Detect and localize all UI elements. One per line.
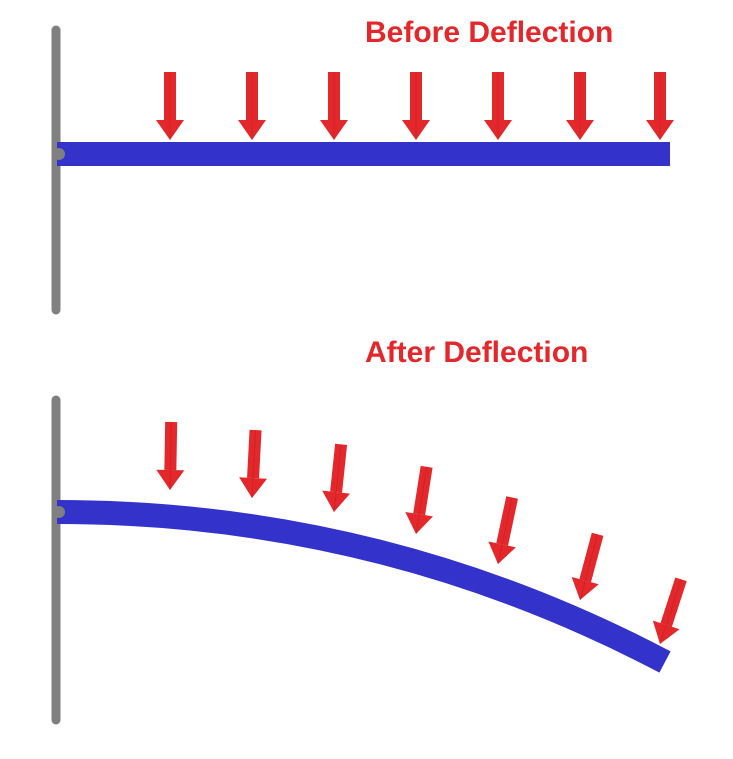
before-deflection-section: Before Deflection <box>53 16 674 310</box>
load-arrow <box>156 72 184 140</box>
bottom-beam-pin <box>53 506 65 518</box>
load-arrow <box>156 422 185 490</box>
load-arrow <box>484 495 526 567</box>
top-beam-pin <box>53 148 65 160</box>
bottom-beam <box>57 512 665 662</box>
load-arrow <box>646 72 674 140</box>
load-arrow <box>238 72 266 140</box>
load-arrow <box>484 72 512 140</box>
before-title: Before Deflection <box>365 16 613 49</box>
diagram-canvas: Before Deflection After Deflection <box>0 0 733 759</box>
load-arrow <box>402 465 440 537</box>
load-arrow <box>320 72 348 140</box>
load-arrow <box>647 575 695 648</box>
load-arrow <box>238 429 270 498</box>
load-arrow <box>566 72 594 140</box>
load-arrow <box>320 443 355 514</box>
after-title: After Deflection <box>365 336 588 369</box>
top-load-arrows <box>156 72 674 140</box>
load-arrow <box>402 72 430 140</box>
after-deflection-section: After Deflection <box>53 336 694 720</box>
load-arrow <box>566 531 611 604</box>
